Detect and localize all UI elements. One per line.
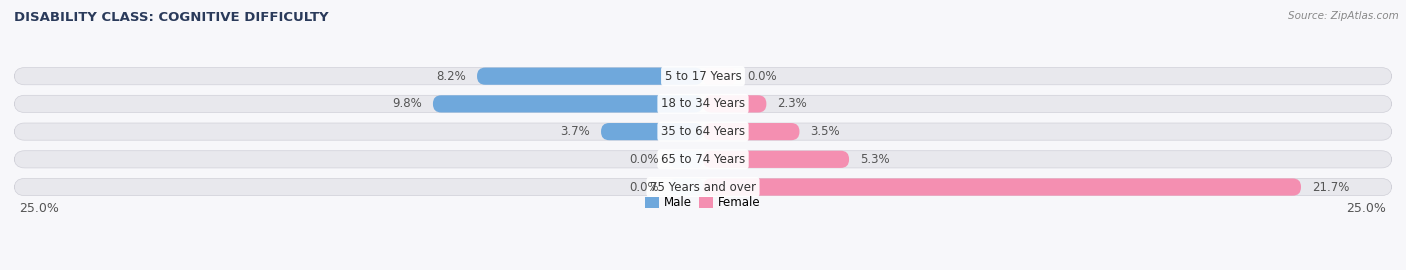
Text: 0.0%: 0.0% bbox=[630, 181, 659, 194]
Legend: Male, Female: Male, Female bbox=[641, 192, 765, 214]
Text: DISABILITY CLASS: COGNITIVE DIFFICULTY: DISABILITY CLASS: COGNITIVE DIFFICULTY bbox=[14, 11, 329, 24]
FancyBboxPatch shape bbox=[669, 178, 703, 196]
FancyBboxPatch shape bbox=[14, 95, 1392, 113]
Text: 25.0%: 25.0% bbox=[1347, 202, 1386, 215]
Text: 5 to 17 Years: 5 to 17 Years bbox=[665, 70, 741, 83]
FancyBboxPatch shape bbox=[703, 123, 800, 140]
Text: 9.8%: 9.8% bbox=[392, 97, 422, 110]
Text: 21.7%: 21.7% bbox=[1312, 181, 1350, 194]
Text: 65 to 74 Years: 65 to 74 Years bbox=[661, 153, 745, 166]
FancyBboxPatch shape bbox=[14, 123, 1392, 140]
FancyBboxPatch shape bbox=[703, 95, 766, 113]
Text: 25.0%: 25.0% bbox=[20, 202, 59, 215]
FancyBboxPatch shape bbox=[433, 95, 703, 113]
FancyBboxPatch shape bbox=[600, 123, 703, 140]
FancyBboxPatch shape bbox=[477, 68, 703, 85]
FancyBboxPatch shape bbox=[703, 68, 737, 85]
Text: Source: ZipAtlas.com: Source: ZipAtlas.com bbox=[1288, 11, 1399, 21]
Text: 5.3%: 5.3% bbox=[860, 153, 890, 166]
Text: 75 Years and over: 75 Years and over bbox=[650, 181, 756, 194]
Text: 8.2%: 8.2% bbox=[436, 70, 465, 83]
FancyBboxPatch shape bbox=[14, 68, 1392, 85]
FancyBboxPatch shape bbox=[703, 178, 1301, 196]
Text: 2.3%: 2.3% bbox=[778, 97, 807, 110]
Text: 3.5%: 3.5% bbox=[810, 125, 841, 138]
FancyBboxPatch shape bbox=[669, 151, 703, 168]
Text: 18 to 34 Years: 18 to 34 Years bbox=[661, 97, 745, 110]
Text: 35 to 64 Years: 35 to 64 Years bbox=[661, 125, 745, 138]
Text: 0.0%: 0.0% bbox=[747, 70, 776, 83]
FancyBboxPatch shape bbox=[14, 151, 1392, 168]
FancyBboxPatch shape bbox=[703, 151, 849, 168]
FancyBboxPatch shape bbox=[14, 178, 1392, 196]
Text: 3.7%: 3.7% bbox=[560, 125, 591, 138]
Text: 0.0%: 0.0% bbox=[630, 153, 659, 166]
